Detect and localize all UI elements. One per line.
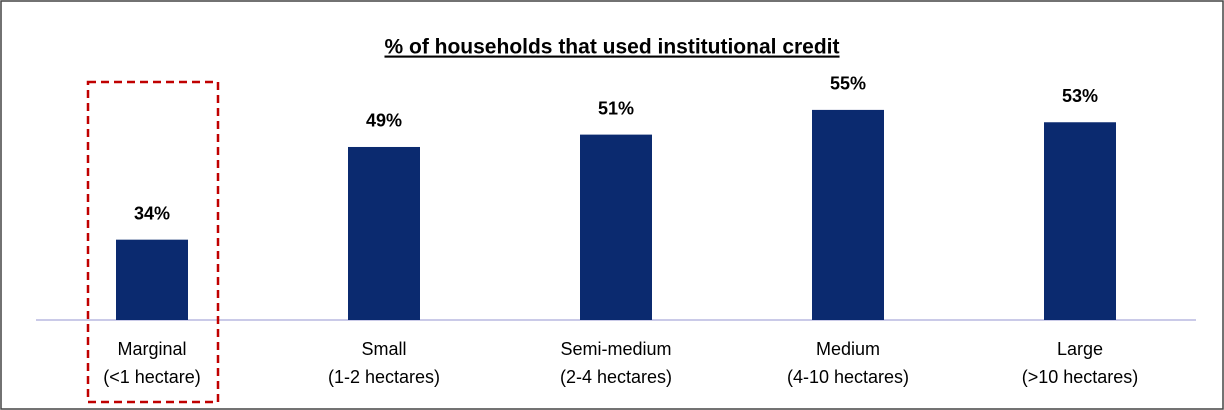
- value-label: 34%: [134, 203, 170, 223]
- highlight-box: [86, 80, 220, 404]
- x-tick-label: (2-4 hectares): [560, 367, 672, 387]
- value-label: 53%: [1062, 86, 1098, 106]
- value-label: 49%: [366, 111, 402, 131]
- x-tick-label: Large: [1057, 339, 1103, 359]
- x-tick-label: (4-10 hectares): [787, 367, 909, 387]
- x-tick-label: Semi-medium: [560, 339, 671, 359]
- bar: [116, 239, 188, 320]
- bar: [580, 134, 652, 320]
- bar: [812, 109, 884, 321]
- value-label: 51%: [598, 98, 634, 118]
- x-tick-label: Marginal: [117, 339, 186, 359]
- x-tick-label: (<1 hectare): [103, 367, 201, 387]
- x-tick-label: (1-2 hectares): [328, 367, 440, 387]
- bar: [1044, 122, 1116, 320]
- chart-title: % of households that used institutional …: [384, 36, 839, 59]
- x-tick-label: (>10 hectares): [1022, 367, 1139, 387]
- bar: [348, 146, 420, 320]
- x-tick-label: Small: [361, 339, 406, 359]
- x-tick-label: Medium: [816, 339, 880, 359]
- value-label: 55%: [830, 74, 866, 94]
